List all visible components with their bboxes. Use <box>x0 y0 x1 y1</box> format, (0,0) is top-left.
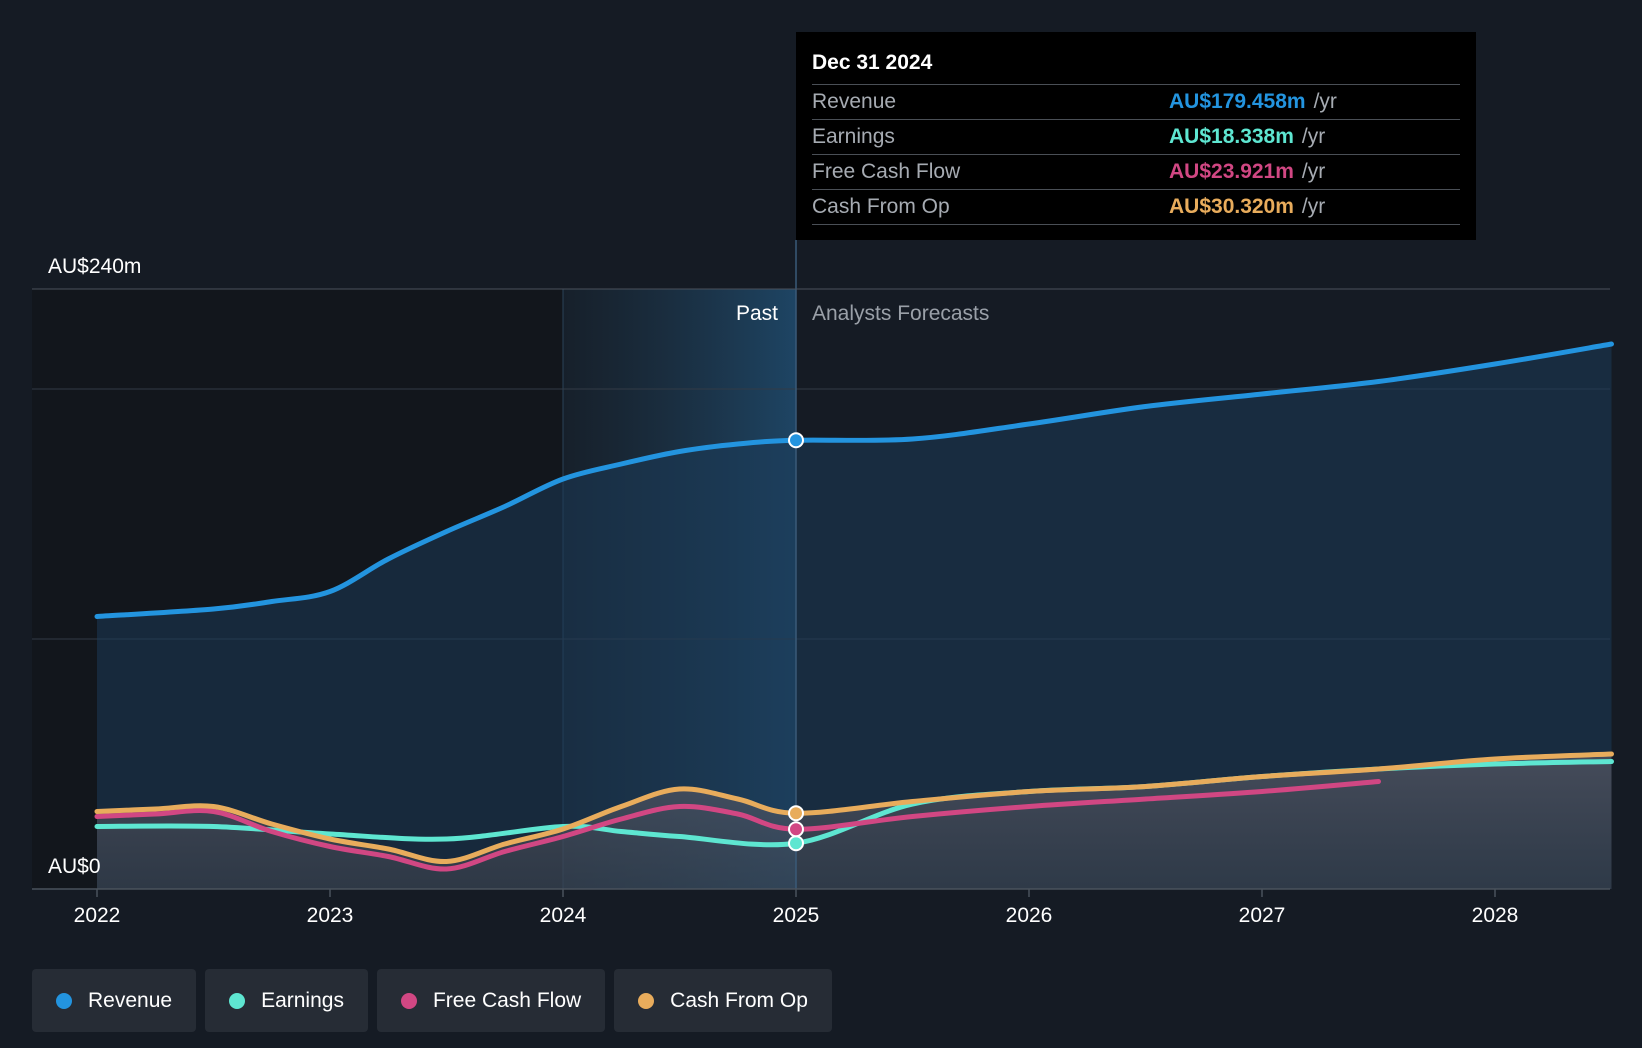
tooltip-label: Earnings <box>812 125 895 148</box>
x-tick-label: 2025 <box>773 904 820 927</box>
legend-label: Cash From Op <box>670 988 808 1012</box>
free-cash-flow-line <box>94 779 1381 872</box>
revenue-marker <box>788 432 804 449</box>
tooltip-unit: /yr <box>1301 160 1326 183</box>
tooltip: Dec 31 2024 Revenue AU$179.458m /yr Earn… <box>796 32 1476 240</box>
legend-label: Earnings <box>261 988 344 1012</box>
tooltip-date: Dec 31 2024 <box>812 51 933 74</box>
revenue-area <box>97 344 1612 889</box>
earnings-dot-icon <box>229 992 246 1009</box>
tooltip-label: Free Cash Flow <box>812 160 961 183</box>
tooltip-value: AU$18.338m <box>1169 125 1294 148</box>
tooltip-unit: /yr <box>1313 90 1337 113</box>
free-cash-flow-marker <box>788 821 804 838</box>
legend-item-revenue[interactable]: Revenue <box>32 969 197 1032</box>
legend-item-cash-from-op[interactable]: Cash From Op <box>614 969 832 1032</box>
earnings-marker <box>788 835 804 852</box>
tooltip-label: Revenue <box>812 90 897 113</box>
y-axis-top-label: AU$240m <box>48 255 141 278</box>
cash-from-op-line <box>94 751 1614 865</box>
tooltip-row-free-cash-flow: Free Cash Flow AU$23.921m /yr <box>812 154 1460 189</box>
x-tick-label: 2023 <box>307 904 354 927</box>
tooltip-row-earnings: Earnings AU$18.338m /yr <box>812 119 1460 154</box>
cash-from-op-marker <box>788 805 804 822</box>
tooltip-value: AU$30.320m <box>1169 195 1294 218</box>
tooltip-value: AU$23.921m <box>1169 160 1294 183</box>
tooltip-row-cash-from-op: Cash From Op AU$30.320m /yr <box>812 189 1460 225</box>
legend-item-free-cash-flow[interactable]: Free Cash Flow <box>376 969 606 1032</box>
free-cash-flow-dot-icon <box>400 992 417 1009</box>
x-tick-label: 2028 <box>1472 904 1519 927</box>
tooltip-value: AU$179.458m <box>1169 90 1306 113</box>
cash-from-op-dot-icon <box>638 992 655 1009</box>
revenue-line <box>94 341 1614 619</box>
tooltip-row-revenue: Revenue AU$179.458m /yr <box>812 84 1460 119</box>
x-tick-label: 2026 <box>1006 904 1053 927</box>
x-tick-label: 2024 <box>540 904 587 927</box>
past-label: Past <box>736 302 778 325</box>
x-tick-label: 2027 <box>1239 904 1286 927</box>
legend-label: Free Cash Flow <box>432 988 582 1012</box>
revenue-dot-icon <box>56 992 72 1009</box>
y-axis-bottom-label: AU$0 <box>48 855 101 878</box>
tooltip-unit: /yr <box>1301 195 1326 218</box>
forecast-label: Analysts Forecasts <box>812 302 989 325</box>
tooltip-label: Cash From Op <box>812 195 950 218</box>
tooltip-unit: /yr <box>1301 125 1326 148</box>
x-tick-label: 2022 <box>74 904 121 927</box>
legend: Revenue Earnings Free Cash Flow Cash Fro… <box>32 969 832 1032</box>
legend-label: Revenue <box>88 988 173 1012</box>
legend-item-earnings[interactable]: Earnings <box>205 969 368 1032</box>
